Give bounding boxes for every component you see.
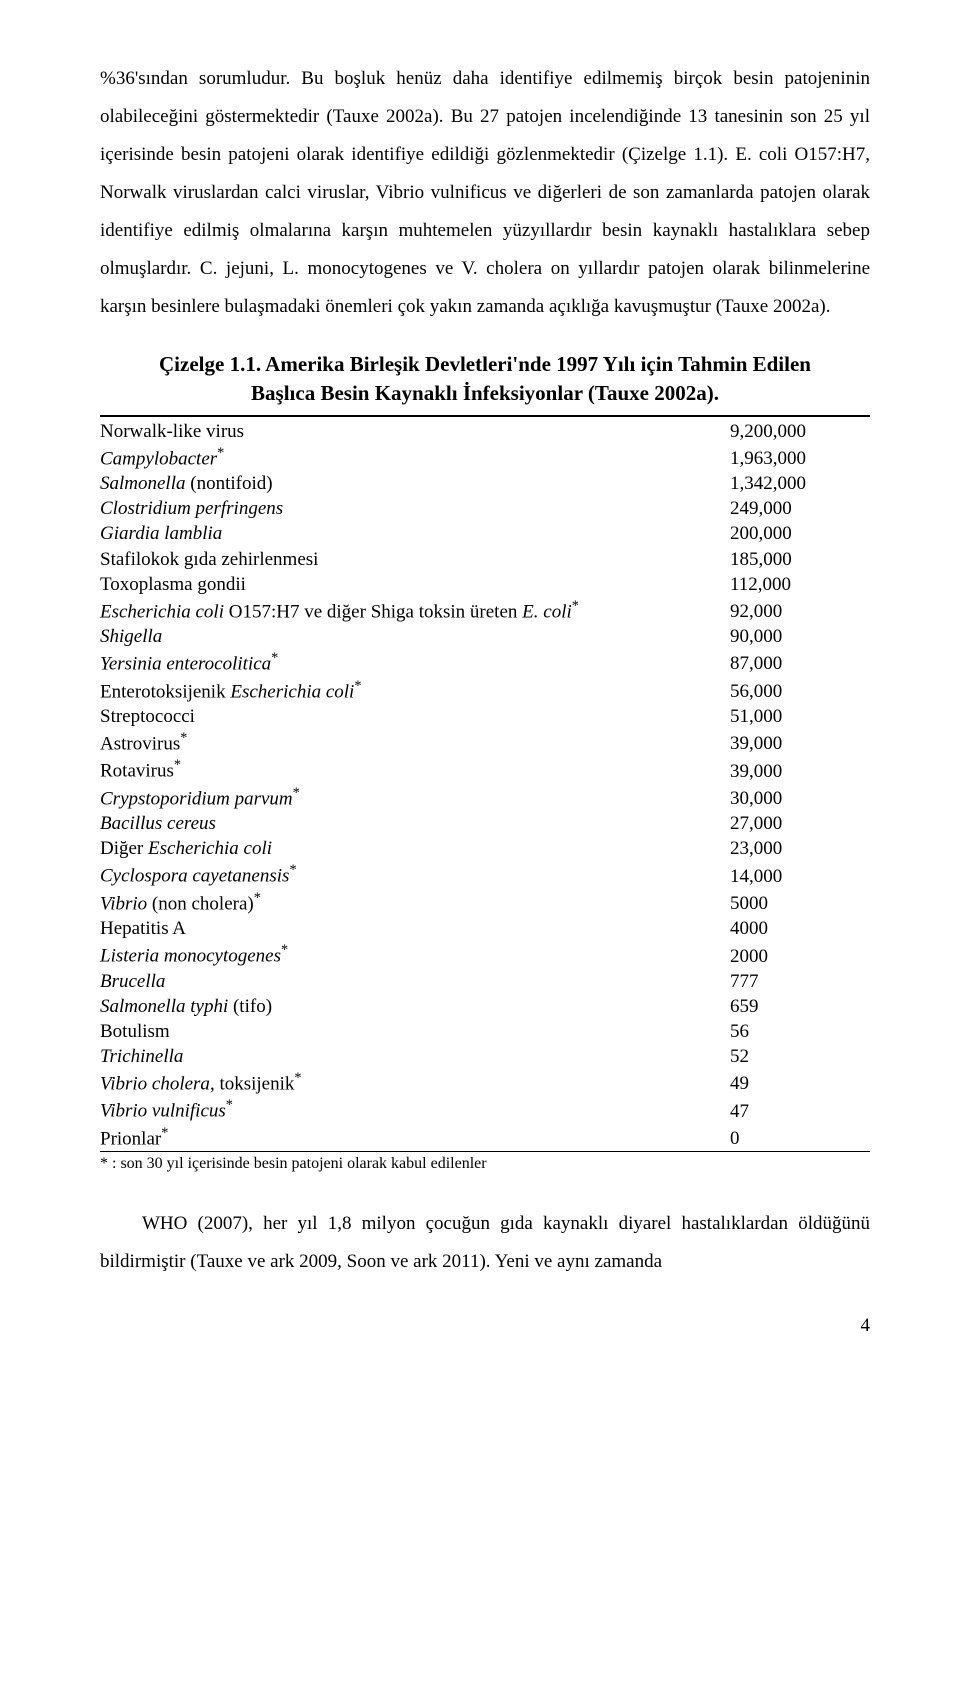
pathogen-name: Salmonella (nontifoid) (100, 471, 730, 496)
table-row: Diğer Escherichia coli23,000 (100, 836, 870, 861)
table-row: Salmonella (nontifoid)1,342,000 (100, 471, 870, 496)
pathogen-name: Giardia lamblia (100, 521, 730, 546)
pathogen-name: Rotavirus* (100, 756, 730, 783)
page-number: 4 (100, 1307, 870, 1345)
pathogen-name: Cyclospora cayetanensis* (100, 861, 730, 888)
table-row: Astrovirus*39,000 (100, 729, 870, 756)
pathogen-count: 39,000 (730, 729, 870, 756)
pathogen-count: 249,000 (730, 496, 870, 521)
table-container: Norwalk-like virus9,200,000Campylobacter… (100, 415, 870, 1175)
table-row: Vibrio vulnificus*47 (100, 1096, 870, 1123)
pathogen-count: 2000 (730, 941, 870, 968)
table-row: Botulism56 (100, 1019, 870, 1044)
pathogen-count: 1,963,000 (730, 444, 870, 471)
table-row: Yersinia enterocolitica*87,000 (100, 649, 870, 676)
pathogen-name: Stafilokok gıda zehirlenmesi (100, 547, 730, 572)
pathogen-count: 47 (730, 1096, 870, 1123)
pathogen-count: 4000 (730, 916, 870, 941)
table-row: Norwalk-like virus9,200,000 (100, 419, 870, 444)
closing-text: WHO (2007), her yıl 1,8 milyon çocuğun g… (100, 1213, 870, 1272)
pathogen-count: 90,000 (730, 624, 870, 649)
pathogen-name: Escherichia coli O157:H7 ve diğer Shiga … (100, 597, 730, 624)
table-caption-text: Çizelge 1.1. Amerika Birleşik Devletleri… (159, 352, 811, 405)
pathogen-name: Bacillus cereus (100, 811, 730, 836)
table-row: Prionlar*0 (100, 1124, 870, 1151)
table-row: Trichinella52 (100, 1044, 870, 1069)
table-row: Streptococci51,000 (100, 704, 870, 729)
table-row: Salmonella typhi (tifo)659 (100, 994, 870, 1019)
pathogen-count: 49 (730, 1069, 870, 1096)
table-row: Bacillus cereus27,000 (100, 811, 870, 836)
pathogen-name: Hepatitis A (100, 916, 730, 941)
table-row: Vibrio cholera, toksijenik*49 (100, 1069, 870, 1096)
table-row: Giardia lamblia200,000 (100, 521, 870, 546)
pathogen-count: 39,000 (730, 756, 870, 783)
table-row: Listeria monocytogenes*2000 (100, 941, 870, 968)
pathogen-count: 56 (730, 1019, 870, 1044)
pathogen-count: 777 (730, 969, 870, 994)
pathogen-name: Astrovirus* (100, 729, 730, 756)
pathogen-name: Toxoplasma gondii (100, 572, 730, 597)
pathogen-name: Campylobacter* (100, 444, 730, 471)
table-row: Shigella90,000 (100, 624, 870, 649)
pathogen-count: 185,000 (730, 547, 870, 572)
closing-paragraph: WHO (2007), her yıl 1,8 milyon çocuğun g… (100, 1205, 870, 1281)
pathogen-count: 9,200,000 (730, 419, 870, 444)
pathogen-count: 659 (730, 994, 870, 1019)
table-row: Brucella777 (100, 969, 870, 994)
infections-table: Norwalk-like virus9,200,000Campylobacter… (100, 419, 870, 1151)
table-row: Rotavirus*39,000 (100, 756, 870, 783)
pathogen-name: Yersinia enterocolitica* (100, 649, 730, 676)
table-row: Vibrio (non cholera)*5000 (100, 889, 870, 916)
pathogen-name: Streptococci (100, 704, 730, 729)
pathogen-count: 14,000 (730, 861, 870, 888)
pathogen-count: 56,000 (730, 677, 870, 704)
para-text: %36'sından sorumludur. Bu boşluk henüz d… (100, 68, 870, 317)
pathogen-name: Norwalk-like virus (100, 419, 730, 444)
page-number-value: 4 (861, 1315, 871, 1336)
table-row: Enterotoksijenik Escherichia coli*56,000 (100, 677, 870, 704)
pathogen-count: 23,000 (730, 836, 870, 861)
pathogen-count: 92,000 (730, 597, 870, 624)
pathogen-count: 52 (730, 1044, 870, 1069)
footnote-text: * : son 30 yıl içerisinde besin patojeni… (100, 1155, 487, 1172)
pathogen-count: 51,000 (730, 704, 870, 729)
pathogen-name: Botulism (100, 1019, 730, 1044)
pathogen-count: 5000 (730, 889, 870, 916)
pathogen-count: 200,000 (730, 521, 870, 546)
pathogen-name: Vibrio vulnificus* (100, 1096, 730, 1123)
pathogen-name: Crypstoporidium parvum* (100, 784, 730, 811)
pathogen-name: Vibrio (non cholera)* (100, 889, 730, 916)
table-row: Cyclospora cayetanensis*14,000 (100, 861, 870, 888)
pathogen-name: Clostridium perfringens (100, 496, 730, 521)
table-row: Hepatitis A4000 (100, 916, 870, 941)
table-row: Stafilokok gıda zehirlenmesi185,000 (100, 547, 870, 572)
pathogen-name: Listeria monocytogenes* (100, 941, 730, 968)
table-footnote: * : son 30 yıl içerisinde besin patojeni… (100, 1151, 870, 1175)
pathogen-name: Salmonella typhi (tifo) (100, 994, 730, 1019)
table-row: Crypstoporidium parvum*30,000 (100, 784, 870, 811)
pathogen-name: Brucella (100, 969, 730, 994)
pathogen-name: Trichinella (100, 1044, 730, 1069)
pathogen-name: Diğer Escherichia coli (100, 836, 730, 861)
pathogen-count: 27,000 (730, 811, 870, 836)
pathogen-count: 112,000 (730, 572, 870, 597)
pathogen-count: 30,000 (730, 784, 870, 811)
table-row: Campylobacter*1,963,000 (100, 444, 870, 471)
pathogen-name: Shigella (100, 624, 730, 649)
pathogen-count: 0 (730, 1124, 870, 1151)
table-caption: Çizelge 1.1. Amerika Birleşik Devletleri… (100, 350, 870, 409)
table-row: Toxoplasma gondii112,000 (100, 572, 870, 597)
table-row: Clostridium perfringens249,000 (100, 496, 870, 521)
pathogen-name: Prionlar* (100, 1124, 730, 1151)
pathogen-count: 87,000 (730, 649, 870, 676)
table-row: Escherichia coli O157:H7 ve diğer Shiga … (100, 597, 870, 624)
pathogen-count: 1,342,000 (730, 471, 870, 496)
pathogen-name: Vibrio cholera, toksijenik* (100, 1069, 730, 1096)
body-paragraph: %36'sından sorumludur. Bu boşluk henüz d… (100, 60, 870, 326)
pathogen-name: Enterotoksijenik Escherichia coli* (100, 677, 730, 704)
